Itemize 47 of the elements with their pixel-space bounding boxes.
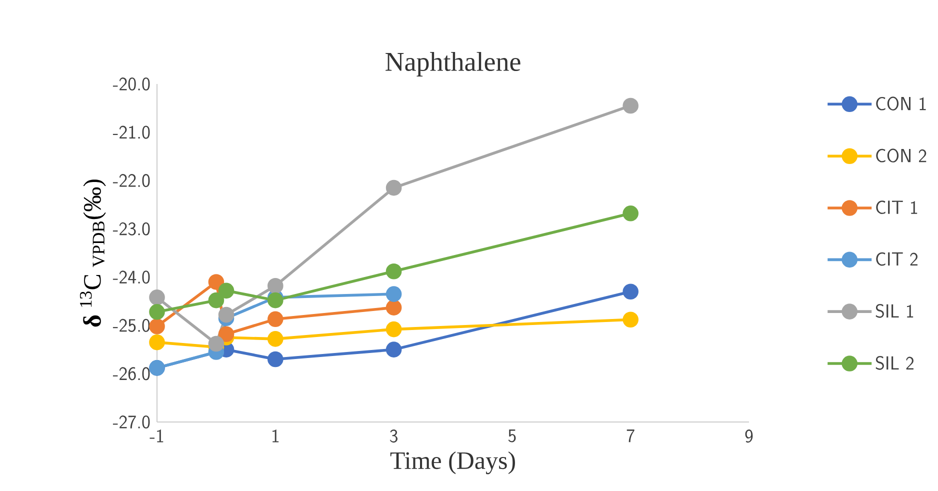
point — [218, 306, 234, 323]
point — [386, 286, 402, 302]
point — [386, 300, 402, 316]
point — [268, 292, 284, 308]
point — [622, 98, 638, 114]
x-tick-label: 3 — [390, 430, 398, 443]
y-tick-label: -22.0 — [112, 174, 150, 188]
point — [218, 282, 234, 299]
point — [386, 342, 402, 358]
point — [218, 326, 234, 342]
x-tick-label: -1 — [150, 430, 164, 442]
point — [386, 263, 402, 280]
legend-label: CON 2 — [876, 148, 926, 162]
y-axis-title: δ $^{13}$C $_{VPDB}$(‰) — [80, 180, 106, 327]
x-tick-label: 7 — [626, 430, 634, 442]
point — [208, 336, 224, 352]
point — [622, 312, 638, 328]
point — [149, 318, 165, 334]
legend-label: CIT 2 — [876, 252, 918, 266]
y-tick-label: -27.0 — [112, 415, 150, 429]
point — [149, 290, 165, 306]
point — [268, 351, 284, 368]
point — [622, 284, 638, 300]
point — [386, 180, 402, 196]
point — [149, 304, 165, 320]
point — [268, 331, 284, 347]
y-tick-label: -24.0 — [112, 270, 150, 284]
point — [386, 321, 402, 338]
x-tick-label: 9 — [745, 430, 753, 443]
x-tick-label: 5 — [508, 430, 516, 442]
point — [149, 334, 165, 350]
y-tick-label: -23.0 — [112, 222, 150, 236]
x-tick-label: 1 — [272, 430, 279, 442]
point — [208, 274, 224, 290]
y-tick-label: -20.0 — [112, 77, 150, 91]
legend-label: SIL 2 — [876, 356, 914, 370]
chart-title: Naphthalene — [386, 52, 520, 76]
point — [208, 292, 224, 308]
point — [268, 278, 284, 294]
legend-label: CON 1 — [876, 96, 926, 110]
y-tick-label: -21.0 — [112, 126, 150, 139]
x-axis-title: Time (Days) — [390, 451, 515, 474]
legend-label: CIT 1 — [876, 200, 918, 214]
point — [622, 206, 638, 222]
legend-label: SIL 1 — [876, 304, 914, 318]
point — [268, 311, 284, 328]
y-tick-label: -26.0 — [112, 367, 150, 380]
